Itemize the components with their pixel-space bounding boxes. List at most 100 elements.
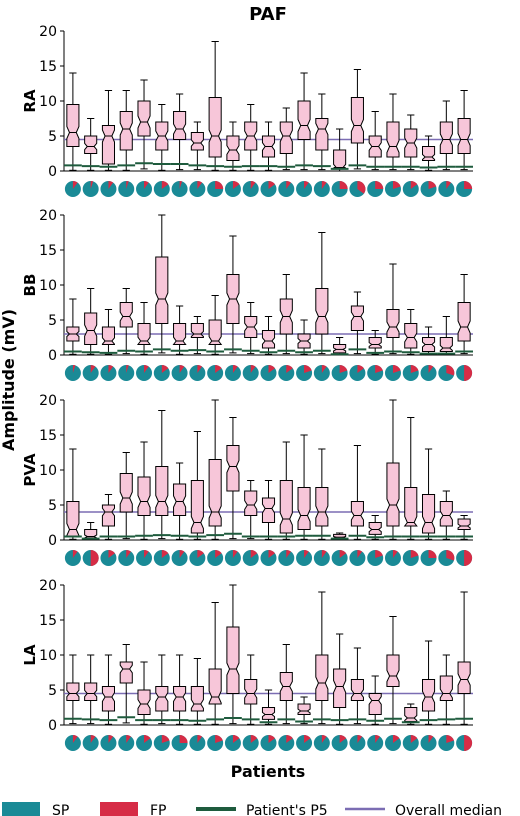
y-tick-label: 10: [39, 94, 57, 110]
fp-slice: [392, 181, 401, 189]
pie-patient-9: [207, 550, 224, 566]
box-patient-2: [81, 288, 100, 355]
fp-slice: [232, 550, 238, 558]
fp-slice: [126, 735, 131, 743]
iqr-box: [350, 679, 364, 701]
iqr-box: [386, 121, 400, 158]
box-patient-19: [384, 399, 402, 540]
y-tick-label: 20: [39, 578, 57, 594]
iqr-box: [333, 149, 347, 168]
box-patient-20: [401, 703, 420, 725]
pie-patient-23: [456, 365, 473, 381]
fp-slice: [90, 735, 96, 743]
iqr-box: [297, 703, 311, 715]
fp-slice: [197, 365, 203, 373]
fp-slice: [179, 550, 185, 558]
iqr-box: [208, 97, 222, 158]
iqr-box: [261, 497, 276, 523]
fp-slice: [339, 550, 347, 558]
iqr-box: [66, 682, 80, 701]
box-patient-4: [117, 90, 136, 171]
fp-slice: [72, 735, 78, 743]
pie-patient-8: [189, 550, 206, 566]
fp-slice: [215, 735, 223, 743]
iqr-box: [368, 693, 382, 715]
box-patient-18: [366, 675, 385, 725]
sp-slice: [118, 550, 135, 566]
legend-swatch: [2, 802, 40, 816]
box-patient-9: [206, 41, 225, 171]
fp-slice: [108, 550, 115, 558]
fp-slice: [375, 181, 384, 189]
iqr-box: [226, 135, 240, 161]
pie-patient-18: [367, 550, 384, 566]
pie-patient-10: [224, 365, 241, 381]
box-patient-21: [419, 135, 438, 171]
box-patient-14: [295, 434, 313, 540]
fp-slice: [321, 735, 327, 743]
fp-slice: [428, 550, 437, 558]
box-patient-12: [259, 121, 278, 171]
box-patient-18: [366, 111, 385, 171]
legend-item-p5: Patient's P5: [196, 803, 328, 816]
box-patient-12: [259, 480, 278, 540]
pie-patient-7: [171, 550, 188, 566]
box-patient-9: [206, 399, 225, 540]
box-patient-10: [224, 584, 242, 725]
fp-slice: [268, 365, 275, 373]
fp-slice: [161, 365, 169, 373]
box-patient-5: [135, 661, 153, 725]
iqr-box: [315, 654, 329, 701]
legend-item-median: Overall median: [345, 803, 502, 816]
pie-patient-12: [260, 550, 277, 566]
pie-patient-5: [136, 181, 153, 197]
iqr-box: [333, 344, 347, 354]
pie-patient-3: [100, 365, 117, 381]
iqr-box: [137, 689, 151, 715]
pie-patient-12: [260, 735, 277, 751]
iqr-box: [421, 679, 436, 712]
box-patient-16: [330, 532, 349, 541]
pie-patient-19: [384, 550, 401, 566]
box-patient-15: [312, 591, 331, 725]
pie-patient-19: [384, 735, 401, 751]
fp-slice: [161, 550, 169, 558]
box-patient-3: [99, 494, 118, 540]
pie-patient-14: [296, 735, 313, 751]
y-tick-label: 15: [39, 243, 57, 259]
pie-patient-2: [82, 181, 99, 197]
fp-slice: [464, 181, 473, 189]
iqr-box: [190, 480, 204, 534]
y-tick-label: 5: [48, 498, 57, 514]
box-patient-14: [295, 696, 313, 725]
fp-slice: [410, 365, 419, 373]
box-patient-17: [348, 445, 367, 540]
fp-slice: [108, 735, 114, 743]
fp-slice: [428, 181, 437, 189]
fp-slice: [250, 550, 258, 558]
pie-patient-3: [100, 735, 117, 751]
pie-patient-23: [456, 550, 473, 566]
fp-slice: [304, 735, 311, 743]
iqr-box: [190, 323, 204, 338]
legend: SP FP Patient's P5 Overall median: [2, 802, 502, 816]
panel-ra: 0 5 10 15 20 RA: [21, 24, 473, 197]
fp-slice: [321, 181, 327, 189]
iqr-box: [244, 490, 258, 516]
fp-slice: [428, 365, 434, 373]
pie-patient-14: [296, 550, 313, 566]
pie-patient-17: [349, 365, 366, 381]
fp-slice: [72, 550, 78, 558]
iqr-box: [226, 445, 240, 492]
iqr-box: [439, 121, 453, 154]
pie-patient-21: [420, 550, 437, 566]
pie-patient-11: [242, 550, 259, 566]
pie-patient-13: [278, 365, 295, 381]
pie-patient-8: [189, 365, 206, 381]
pie-patient-20: [402, 181, 419, 197]
iqr-box: [439, 675, 453, 701]
iqr-box: [101, 686, 116, 712]
legend-label: SP: [52, 803, 69, 816]
box-patient-11: [241, 302, 260, 355]
